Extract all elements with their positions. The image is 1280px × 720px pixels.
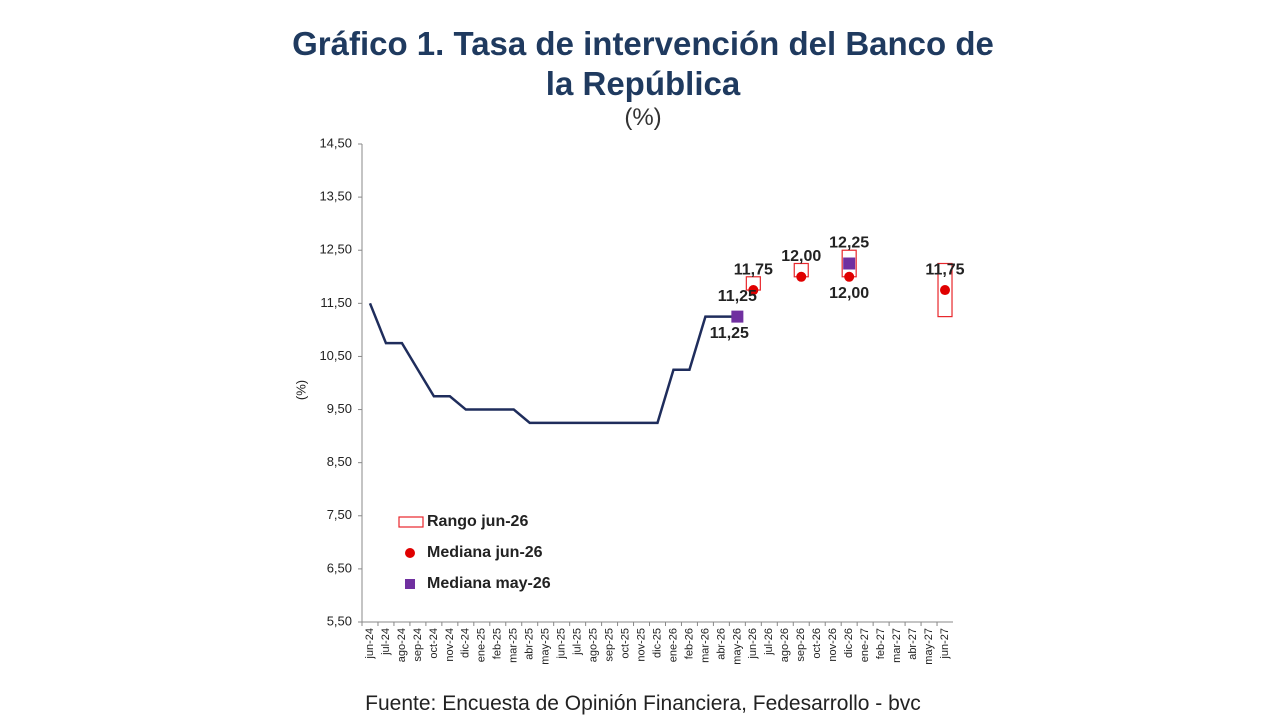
y-tick-label: 11,50 <box>320 295 352 310</box>
y-tick-label: 13,50 <box>319 189 352 204</box>
data-label: 11,25 <box>718 288 757 305</box>
median-point <box>843 257 856 270</box>
x-tick-label: oct-26 <box>811 628 823 659</box>
chart-title: Gráfico 1. Tasa de intervención del Banc… <box>292 25 994 102</box>
x-tick-label: jun-27 <box>939 628 951 660</box>
x-tick-label: jun-26 <box>747 628 759 660</box>
y-tick-label: 8,50 <box>327 454 352 469</box>
x-tick-label: may-26 <box>731 628 743 665</box>
median-point <box>796 271 807 282</box>
x-tick-label: may-27 <box>923 628 935 665</box>
x-tick-label: ago-24 <box>396 628 408 662</box>
x-tick-label: abr-27 <box>907 628 919 660</box>
x-tick-label: jul-24 <box>380 628 392 656</box>
data-label: 11,25 <box>710 325 749 342</box>
x-tick-label: ene-25 <box>476 628 488 662</box>
x-tick-label: jun-25 <box>556 628 568 660</box>
x-tick-label: dic-24 <box>460 628 472 658</box>
median-point <box>748 285 759 296</box>
x-tick-label: mar-26 <box>699 628 711 663</box>
legend-label: Rango jun-26 <box>427 513 528 530</box>
x-tick-label: sep-25 <box>603 628 615 662</box>
x-tick-label: abr-26 <box>715 628 727 660</box>
x-tick-label: oct-24 <box>428 628 440 659</box>
median-point <box>731 310 744 323</box>
legend-label: Mediana may-26 <box>427 575 551 592</box>
x-tick-label: ene-27 <box>859 628 871 662</box>
median-point <box>844 271 855 282</box>
data-label: 11,75 <box>734 261 773 278</box>
data-label: 12,25 <box>829 235 869 252</box>
y-tick-label: 12,50 <box>319 242 352 257</box>
range-box <box>937 262 953 318</box>
x-tick-label: dic-26 <box>843 628 855 658</box>
x-tick-label: sep-24 <box>412 628 424 662</box>
y-tick-label: 14,50 <box>319 135 352 150</box>
chart: (%) 5,50 6,50 7,50 8,50 9,50 10,50 11,50 12,50 1… <box>293 135 964 665</box>
legend-symbol <box>405 548 415 558</box>
x-tick-label: sep-26 <box>795 628 807 662</box>
x-tick-label: ago-25 <box>588 628 600 662</box>
x-tick-label: ago-26 <box>779 628 791 662</box>
x-tick-label: abr-25 <box>524 628 536 660</box>
x-tick-label: jun-24 <box>364 628 376 660</box>
x-tick-label: mar-25 <box>508 628 520 663</box>
x-tick-label: dic-25 <box>651 628 663 658</box>
legend-label: Mediana jun-26 <box>427 544 543 561</box>
x-tick-label: jul-25 <box>572 628 584 656</box>
y-tick-label: 6,50 <box>327 560 352 575</box>
median-point <box>940 285 951 296</box>
x-tick-label: feb-27 <box>875 628 887 659</box>
line-series <box>368 302 738 425</box>
x-tick-label: feb-25 <box>492 628 504 659</box>
legend-symbol <box>398 516 424 528</box>
y-tick-label: 7,50 <box>327 507 352 522</box>
data-label: 12,00 <box>829 285 869 302</box>
y-tick-label: 10,50 <box>319 348 352 363</box>
data-label: 12,00 <box>781 248 821 265</box>
data-label: 11,75 <box>925 261 964 278</box>
y-axis-label: (%) <box>293 380 308 400</box>
x-tick-label: nov-26 <box>827 628 839 662</box>
source-note: Fuente: Encuesta de Opinión Financiera, … <box>365 692 921 715</box>
x-tick-label: nov-24 <box>444 628 456 662</box>
chart-subtitle: (%) <box>624 104 662 131</box>
legend-symbol <box>405 579 415 589</box>
x-tick-label: jul-26 <box>763 628 775 656</box>
x-tick-label: mar-27 <box>891 628 903 663</box>
y-tick-label: 9,50 <box>327 401 352 416</box>
x-tick-label: nov-25 <box>635 628 647 662</box>
x-tick-label: may-25 <box>540 628 552 665</box>
x-tick-label: feb-26 <box>683 628 695 659</box>
y-tick-label: 5,50 <box>327 613 352 628</box>
x-tick-label: oct-25 <box>619 628 631 659</box>
x-tick-label: ene-26 <box>667 628 679 662</box>
